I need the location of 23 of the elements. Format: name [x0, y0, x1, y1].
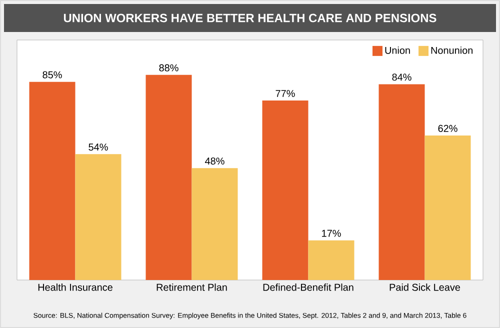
bar	[308, 240, 354, 280]
x-tick-label: Paid Sick Leave	[390, 284, 460, 291]
data-label: 48%	[205, 158, 224, 165]
bar	[146, 74, 192, 280]
data-label: 17%	[322, 230, 341, 237]
bar	[378, 84, 425, 280]
data-label: 88%	[159, 64, 178, 72]
data-label: 84%	[392, 74, 412, 81]
x-tick-label: Retirement Plan	[156, 284, 227, 291]
data-label: 77%	[276, 90, 295, 97]
x-tick-label: Defined-Benefit Plan	[263, 284, 354, 291]
legend-label: Union	[385, 46, 410, 54]
data-label: 62%	[438, 124, 458, 132]
chart-title: UNION WORKERS HAVE BETTER HEALTH CARE AND PENSIONS	[64, 14, 436, 22]
bar	[29, 82, 76, 280]
x-tick-label: Health Insurance	[38, 284, 112, 291]
data-label: 85%	[42, 71, 62, 78]
bar	[424, 135, 471, 280]
data-label: 54%	[88, 144, 108, 151]
legend-label: Nonunion	[431, 46, 473, 54]
bar	[75, 154, 122, 280]
bar	[262, 100, 308, 280]
bar	[192, 168, 238, 280]
